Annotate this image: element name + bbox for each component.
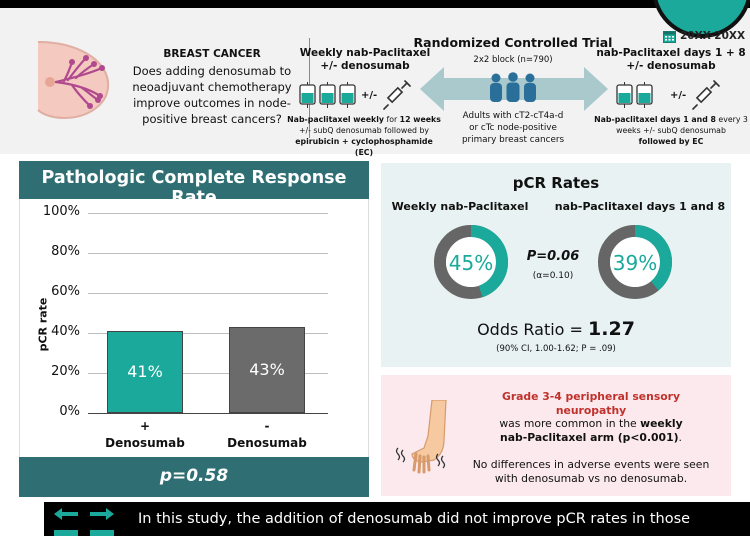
gridline bbox=[88, 413, 328, 414]
bar bbox=[229, 327, 305, 413]
syringe-icon-2 bbox=[692, 80, 720, 110]
conclusion-bar bbox=[44, 502, 750, 536]
y-tick-label: 40% bbox=[51, 324, 80, 339]
rct-desc-line3: primary breast cancers bbox=[461, 135, 565, 145]
odds-ratio: Odds Ratio = 1.27 bbox=[381, 318, 731, 340]
donut-hole bbox=[446, 237, 496, 287]
bar-value-label: 43% bbox=[249, 360, 285, 379]
rct-desc-line1: Adults with cT2-cT4a-d bbox=[462, 111, 564, 121]
gridline bbox=[88, 213, 328, 214]
patients-icon bbox=[490, 72, 536, 102]
arm1-desc: Nab-paclitaxel weekly for 12 weeks +/- s… bbox=[286, 114, 442, 158]
y-tick-label: 80% bbox=[51, 244, 80, 259]
neuropathy-end: . bbox=[678, 430, 682, 444]
iv-bags-icon-2 bbox=[616, 82, 653, 108]
calendar-icon bbox=[663, 31, 676, 43]
bar-value-label: 41% bbox=[127, 362, 163, 381]
pcr-rates-title: pCR Rates bbox=[512, 174, 600, 192]
arm1-desc-line2: +/- subQ denosumab followed by bbox=[298, 126, 430, 135]
donut2-arm-label: nab-Paclitaxel days 1 and 8 bbox=[554, 200, 726, 213]
rct-population: Adults with cT2-cT4a-d or cTc node-posit… bbox=[440, 110, 586, 146]
y-tick-label: 0% bbox=[59, 404, 80, 419]
rct-block: 2x2 block (n=790) bbox=[473, 55, 553, 65]
rct-title: Randomized Controlled Trial bbox=[413, 35, 613, 50]
adverse-events-summary: No differences in adverse events were se… bbox=[472, 458, 710, 485]
iv-bags-icon bbox=[299, 82, 356, 108]
neuropathy-mid: was more common in the bbox=[499, 417, 641, 430]
alpha-value: (α=0.10) bbox=[532, 271, 574, 281]
donut2-value: 39% bbox=[612, 251, 658, 275]
pcr-chart-title-bar bbox=[19, 161, 369, 199]
arm2-title-line2: +/- denosumab bbox=[626, 60, 716, 72]
gridline bbox=[88, 333, 328, 334]
y-tick-label: 60% bbox=[51, 284, 80, 299]
arm2-title: nab-Paclitaxel days 1 + 8 +/- denosumab bbox=[592, 47, 750, 73]
question-title: BREAST CANCER bbox=[163, 48, 261, 60]
neuropathy-arm-bold: weekly bbox=[640, 417, 683, 430]
date-range: 20XX-20XX bbox=[680, 30, 746, 42]
neuropathy-grade: Grade 3-4 peripheral sensory neuropathy bbox=[501, 390, 681, 417]
donut1-arm-label: Weekly nab-Paclitaxel bbox=[391, 200, 529, 213]
arm2-desc-line3: followed by EC bbox=[638, 137, 704, 146]
pcr-chart-body bbox=[19, 199, 369, 457]
donut-segment bbox=[634, 225, 672, 291]
chart-p-value: p=0.58 bbox=[159, 466, 229, 486]
gridline bbox=[88, 253, 328, 254]
y-tick-label: 100% bbox=[42, 204, 80, 219]
donut-chart-weekly bbox=[434, 225, 508, 299]
neuropathy-arm-icon bbox=[395, 400, 447, 474]
arm2-desc-line2: weeks +/- subQ denosumab bbox=[616, 126, 726, 135]
odds-ratio-label: Odds Ratio = bbox=[477, 320, 589, 339]
arm1-title-line1: Weekly nab-Paclitaxel bbox=[299, 47, 431, 59]
neuropathy-finding: Grade 3-4 peripheral sensory neuropathy … bbox=[466, 390, 716, 444]
bar bbox=[107, 331, 183, 413]
arm1-plusminus: +/- bbox=[361, 90, 378, 101]
conclusion-arrows-icon bbox=[54, 508, 114, 536]
arm1-title-line2: +/- denosumab bbox=[320, 60, 410, 72]
donut-hole bbox=[610, 237, 660, 287]
gridline bbox=[88, 293, 328, 294]
pcr-chart-footer bbox=[19, 457, 369, 497]
top-border bbox=[0, 0, 750, 8]
donut-chart-days-1-8 bbox=[598, 225, 672, 299]
arm2-desc-line1: Nab-paclitaxel days 1 and 8 every 3 bbox=[594, 115, 748, 124]
header-band bbox=[0, 8, 750, 154]
donut-segment bbox=[470, 225, 508, 298]
x-category-label: + Denosumab bbox=[105, 419, 185, 450]
rct-desc-line2: or cTc node-positive bbox=[469, 123, 557, 133]
odds-ratio-value: 1.27 bbox=[588, 318, 635, 340]
question-text: Does adding denosumab to neoadjuvant che… bbox=[132, 64, 292, 126]
conclusion-text: In this study, the addition of denosumab… bbox=[138, 511, 691, 527]
arm1-desc-line1: Nab-paclitaxel weekly for 12 weeks bbox=[287, 115, 441, 124]
confidence-interval: (90% CI, 1.00-1.62; P = .09) bbox=[496, 344, 616, 354]
donut1-value: 45% bbox=[448, 251, 494, 275]
x-category-label: - Denosumab bbox=[227, 419, 307, 450]
breast-tissue-icon bbox=[37, 41, 110, 120]
donut-p-value: P=0.06 bbox=[526, 249, 580, 264]
neuropathy-arm-p: nab-Paclitaxel arm (p<0.001) bbox=[500, 430, 679, 444]
arm2-desc: Nab-paclitaxel days 1 and 8 every 3 week… bbox=[594, 114, 748, 147]
gridline bbox=[88, 373, 328, 374]
arm2-plusminus: +/- bbox=[670, 90, 687, 101]
arm2-title-line1: nab-Paclitaxel days 1 + 8 bbox=[596, 47, 746, 59]
arm1-title: Weekly nab-Paclitaxel +/- denosumab bbox=[290, 47, 440, 73]
y-tick-label: 20% bbox=[51, 364, 80, 379]
syringe-icon bbox=[383, 80, 411, 110]
arm1-desc-line3: epirubicin + cyclophosphamide (EC) bbox=[295, 137, 433, 157]
